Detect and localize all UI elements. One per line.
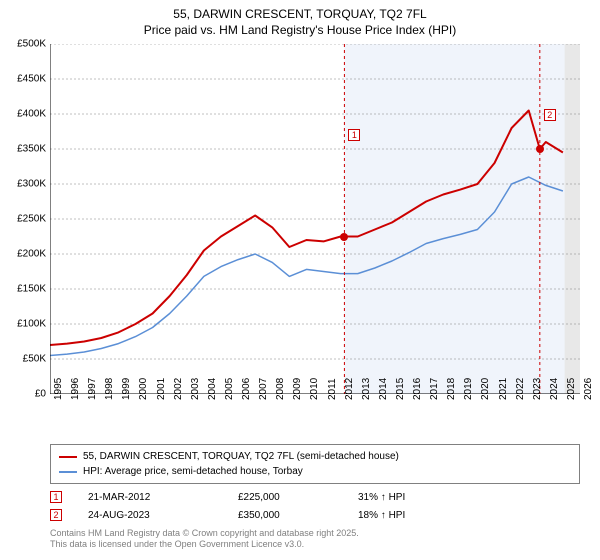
sale-delta-0: 31% ↑ HPI [358, 492, 478, 503]
sales-row-0: 1 21-MAR-2012 £225,000 31% ↑ HPI [50, 488, 580, 506]
sales-table: 1 21-MAR-2012 £225,000 31% ↑ HPI 2 24-AU… [50, 488, 580, 524]
sale-marker-0: 1 [50, 491, 62, 503]
sale-dot-1 [340, 233, 348, 241]
y-tick-label: £0 [2, 389, 46, 400]
footer-line1: Contains HM Land Registry data © Crown c… [50, 528, 359, 539]
y-tick-label: £300K [2, 179, 46, 190]
y-tick-label: £150K [2, 284, 46, 295]
sale-date-0: 21-MAR-2012 [88, 492, 238, 503]
plot-svg [50, 44, 580, 394]
legend-label-0: 55, DARWIN CRESCENT, TORQUAY, TQ2 7FL (s… [83, 449, 399, 464]
sale-label-2: 2 [544, 109, 556, 121]
title-line1: 55, DARWIN CRESCENT, TORQUAY, TQ2 7FL [0, 6, 600, 22]
legend-item-1: HPI: Average price, semi-detached house,… [59, 464, 571, 479]
y-tick-label: £200K [2, 249, 46, 260]
x-tick-label: 2026 [583, 378, 600, 400]
legend-swatch-1 [59, 471, 77, 473]
sales-row-1: 2 24-AUG-2023 £350,000 18% ↑ HPI [50, 506, 580, 524]
sale-dot-2 [536, 145, 544, 153]
legend-swatch-0 [59, 456, 77, 458]
sale-marker-1: 2 [50, 509, 62, 521]
legend-item-0: 55, DARWIN CRESCENT, TORQUAY, TQ2 7FL (s… [59, 449, 571, 464]
sale-price-0: £225,000 [238, 492, 358, 503]
plot-area: £0£50K£100K£150K£200K£250K£300K£350K£400… [50, 44, 580, 394]
y-tick-label: £50K [2, 354, 46, 365]
footer-line2: This data is licensed under the Open Gov… [50, 539, 359, 550]
sale-date-1: 24-AUG-2023 [88, 510, 238, 521]
y-tick-label: £350K [2, 144, 46, 155]
title-line2: Price paid vs. HM Land Registry's House … [0, 22, 600, 38]
sale-price-1: £350,000 [238, 510, 358, 521]
sale-label-1: 1 [348, 129, 360, 141]
legend: 55, DARWIN CRESCENT, TORQUAY, TQ2 7FL (s… [50, 444, 580, 484]
legend-label-1: HPI: Average price, semi-detached house,… [83, 464, 303, 479]
footer: Contains HM Land Registry data © Crown c… [50, 528, 359, 551]
y-tick-label: £250K [2, 214, 46, 225]
chart-container: 55, DARWIN CRESCENT, TORQUAY, TQ2 7FL Pr… [0, 0, 600, 560]
y-tick-label: £100K [2, 319, 46, 330]
chart-title: 55, DARWIN CRESCENT, TORQUAY, TQ2 7FL Pr… [0, 0, 600, 38]
y-tick-label: £500K [2, 39, 46, 50]
y-tick-label: £450K [2, 74, 46, 85]
y-tick-label: £400K [2, 109, 46, 120]
sale-delta-1: 18% ↑ HPI [358, 510, 478, 521]
